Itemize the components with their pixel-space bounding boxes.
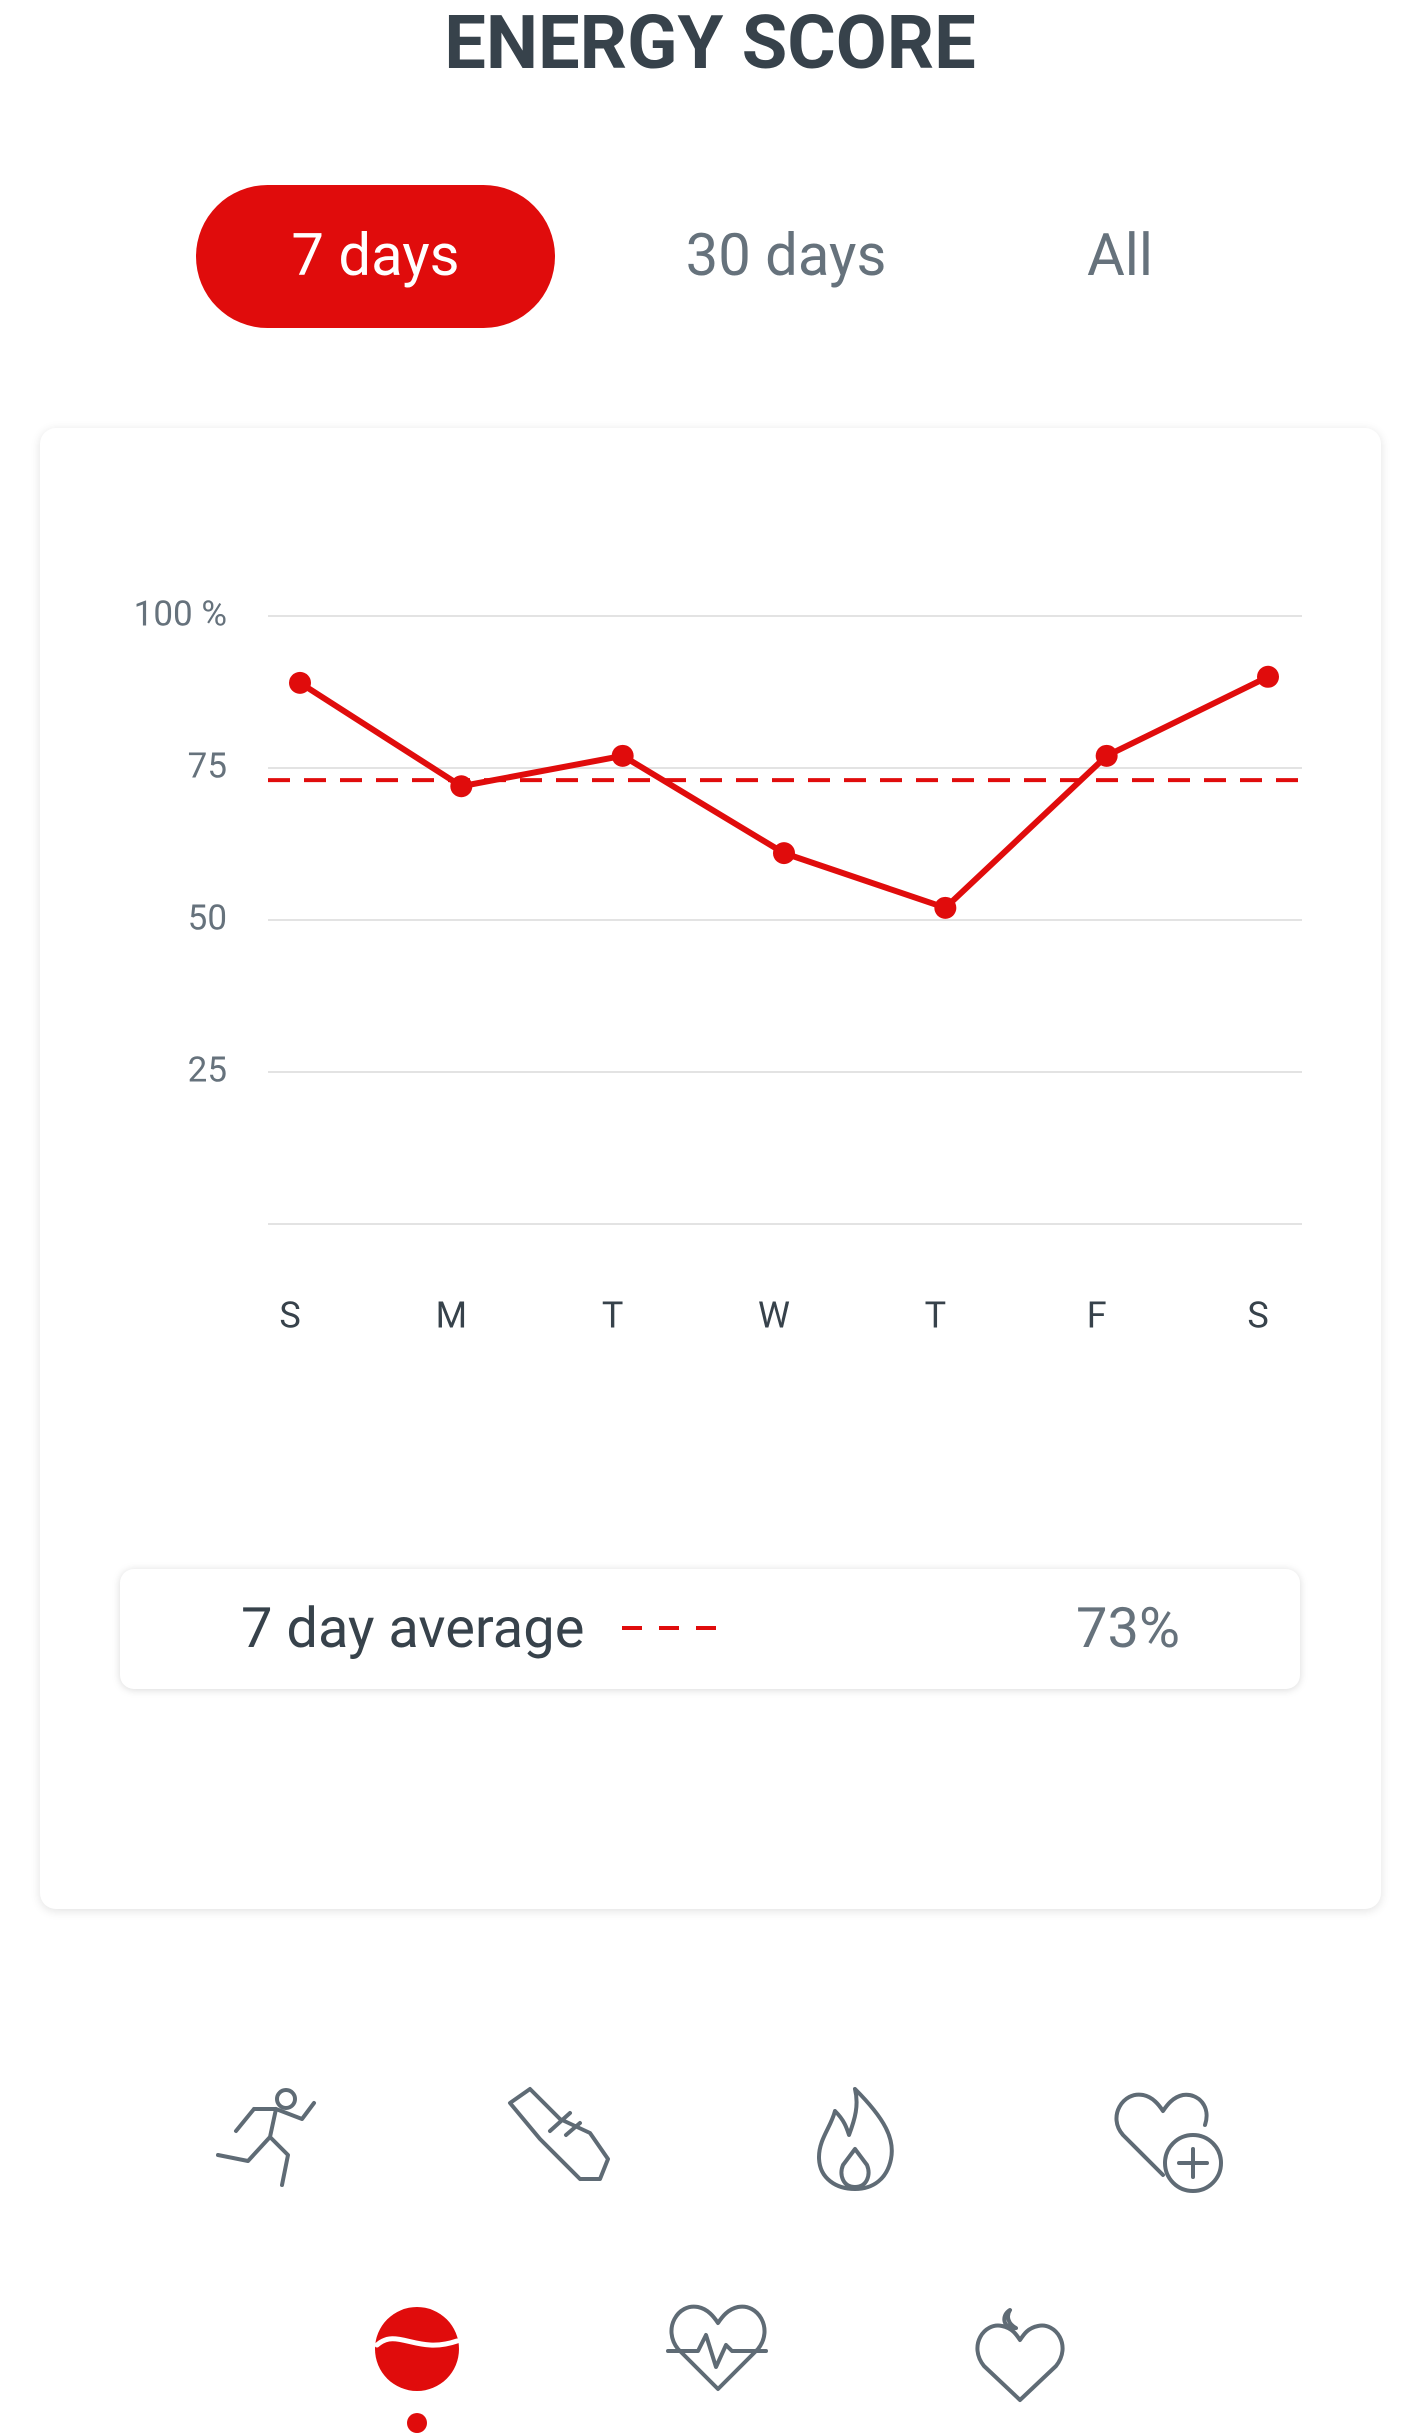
sleep-heart-icon[interactable]	[975, 2308, 1065, 2402]
heart-rate-icon[interactable]	[666, 2304, 768, 2391]
range-tab[interactable]: 30 days	[685, 222, 887, 290]
x-tick-label: M	[436, 1295, 467, 1337]
x-tick-label: T	[925, 1295, 946, 1337]
average-label: 7 day average	[241, 1595, 584, 1661]
data-point	[1095, 744, 1118, 767]
y-tick-label: 75	[188, 745, 227, 786]
y-tick-label: 50	[188, 897, 227, 938]
x-tick-label: W	[758, 1295, 790, 1337]
x-tick-label: S	[279, 1295, 300, 1337]
x-tick-label: T	[602, 1295, 623, 1337]
shoe-icon[interactable]	[508, 2087, 610, 2181]
flame-icon[interactable]	[817, 2087, 894, 2191]
data-point	[289, 671, 311, 694]
y-tick-label: 100 %	[134, 593, 227, 634]
x-tick-label: S	[1247, 1295, 1268, 1337]
data-point	[773, 842, 795, 865]
data-point	[611, 744, 634, 767]
energy-tab-icon[interactable]	[374, 2307, 460, 2433]
page-title: ENERGY SCORE	[444, 0, 976, 87]
range-tab[interactable]: 7 days	[196, 185, 555, 328]
x-tick-label: F	[1087, 1295, 1107, 1337]
data-point	[934, 896, 957, 919]
run-icon[interactable]	[216, 2088, 316, 2187]
heart-plus-icon[interactable]	[1114, 2092, 1223, 2193]
data-point	[1257, 665, 1279, 688]
y-tick-label: 25	[188, 1049, 227, 1090]
range-tab[interactable]: All	[1086, 222, 1154, 290]
average-value: 73%	[1076, 1595, 1180, 1661]
data-point	[450, 775, 473, 798]
